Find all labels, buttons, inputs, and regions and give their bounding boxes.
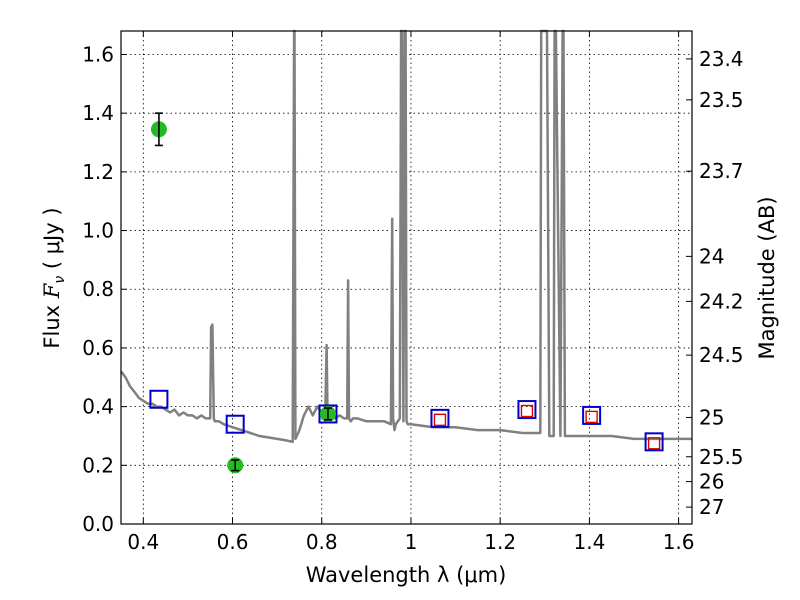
x-tick-label: 1.6 <box>663 530 695 554</box>
y-axis-label-text: Flux <box>40 298 64 348</box>
x-tick-label: 0.6 <box>217 530 249 554</box>
x-tick-label: 0.4 <box>127 530 159 554</box>
mag-tick-label: 25 <box>699 405 724 429</box>
model-photometry-square <box>430 408 450 428</box>
y-tick-label: 0.6 <box>82 336 114 360</box>
mag-tick-label: 27 <box>699 495 724 519</box>
y-tick-label: 1.0 <box>82 219 114 243</box>
model-photometry-square <box>225 414 245 434</box>
mag-tick-label: 24.5 <box>699 343 744 367</box>
model-photometry-square <box>517 400 537 420</box>
x-tick-label: 0.8 <box>306 530 338 554</box>
mag-tick-label: 23.4 <box>699 47 744 71</box>
y-axis-label: Flux Fν ( μJy ) <box>40 207 68 348</box>
plot-frame <box>120 30 693 525</box>
x-tick-label: 1 <box>405 530 418 554</box>
y-tick-label: 0.4 <box>82 395 114 419</box>
y-tick-label: 0.0 <box>82 512 114 536</box>
model-sed-series <box>120 29 692 444</box>
mag-tick-label: 24 <box>699 244 724 268</box>
y-tick-label: 1.2 <box>82 160 114 184</box>
grid-lines <box>121 31 692 525</box>
y-tick-label: 1.6 <box>82 42 114 66</box>
y-tick-label: 1.4 <box>82 101 114 125</box>
x-axis-label: Wavelength λ (μm) <box>306 563 507 587</box>
mag-tick-label: 23.7 <box>699 159 744 183</box>
y-axis-label-subscript: ν <box>52 276 68 284</box>
synthetic-photometry-square <box>433 413 447 427</box>
synthetic-photometry-square <box>647 437 661 450</box>
x-tick-label: 1.4 <box>573 530 605 554</box>
photometry-markers <box>149 112 664 474</box>
y-tick-label: 0.2 <box>82 453 114 477</box>
synthetic-photometry-square <box>585 410 598 424</box>
mag-tick-label: 26 <box>699 470 724 494</box>
model-photometry-square <box>149 389 169 409</box>
mag-tick-label: 24.2 <box>699 289 744 313</box>
y-tick-label: 0.8 <box>82 277 114 301</box>
mag-tick-label: 25.5 <box>699 445 744 469</box>
model-photometry-square <box>582 405 602 425</box>
y-axis-label-unit: ( μJy ) <box>40 207 64 275</box>
synthetic-photometry-square <box>520 404 534 418</box>
model-photometry-square <box>644 432 664 452</box>
mag-tick-label: 23.5 <box>699 88 744 112</box>
y-axis-label-symbol: F <box>40 282 64 299</box>
right-axis-label: Magnitude (AB) <box>755 196 779 359</box>
axis-ticks: 0.4 0.6 0.8 1 1.2 1.4 1.6 0.0 0.2 0.4 0.6 0.8 1.0 1.2… <box>82 31 744 554</box>
model-sed-line <box>120 29 692 444</box>
model-photometry-square <box>318 404 338 424</box>
x-tick-label: 1.2 <box>484 530 516 554</box>
